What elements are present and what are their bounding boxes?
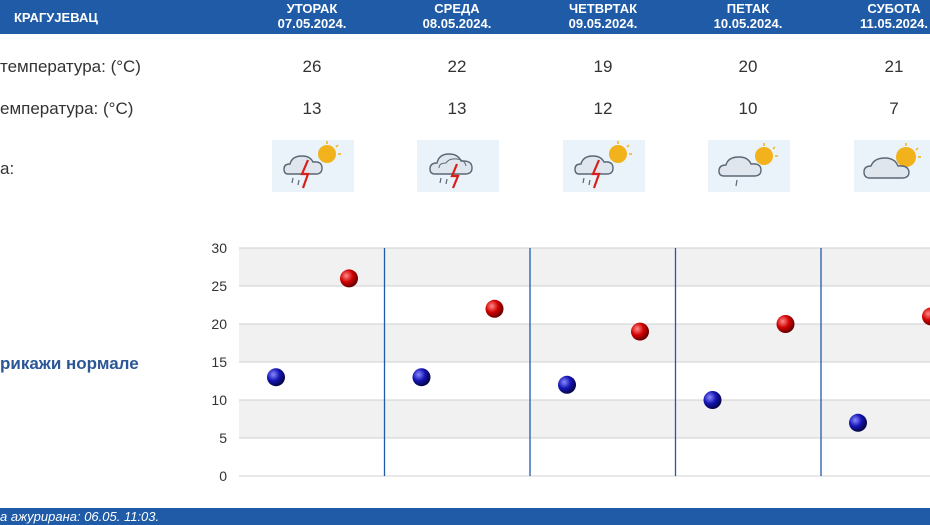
min-temp-point <box>267 368 285 387</box>
max-temp-value: 21 <box>884 57 904 76</box>
max-temp-point <box>631 322 649 341</box>
max-temp-value: 19 <box>593 57 613 76</box>
max-temp-point <box>922 307 930 326</box>
day-name: ЧЕТВРТАК <box>568 1 638 16</box>
day-date: 10.05.2024. <box>713 16 783 31</box>
day-header-1: УТОРАК 07.05.2024. <box>239 1 385 31</box>
min-temp-label: емпература: (°C) <box>0 99 134 118</box>
max-temp-label: температура: (°C) <box>0 57 141 76</box>
day-name: УТОРАК <box>286 1 338 16</box>
grid-band <box>239 400 930 438</box>
cloud-sun-rain-icon <box>708 140 790 192</box>
min-temp-value: 10 <box>738 99 758 118</box>
day-date: 07.05.2024. <box>277 16 347 31</box>
max-temp-value: 26 <box>302 57 322 76</box>
day-header-4: ПЕТАК 10.05.2024. <box>675 1 821 31</box>
day-date: 09.05.2024. <box>568 16 638 31</box>
min-temp-point <box>703 391 722 409</box>
min-temp-point <box>412 368 431 387</box>
day-name: СУБОТА <box>867 1 921 16</box>
min-temp-value: 13 <box>447 99 467 118</box>
day-name: ПЕТАК <box>726 1 770 16</box>
y-tick-label: 10 <box>211 392 227 408</box>
day-header-5: СУБОТА 11.05.2024. <box>821 1 930 31</box>
city-name: КРАГУЈЕВАЦ <box>14 10 98 25</box>
storm-sun-icon <box>272 140 354 192</box>
day-header-3: ЧЕТВРТАК 09.05.2024. <box>530 1 676 31</box>
y-tick-label: 5 <box>219 430 227 446</box>
last-updated: а ажурирана: 06.05. 11:03. <box>0 509 160 524</box>
show-normals-link[interactable]: рикажи нормале <box>0 354 139 373</box>
weather-label: а: <box>0 159 15 178</box>
day-name: СРЕДА <box>434 1 480 16</box>
min-temp-point <box>558 375 576 394</box>
y-tick-label: 30 <box>211 240 227 256</box>
max-temp-point <box>340 269 358 288</box>
y-tick-label: 0 <box>219 468 227 484</box>
max-temp-value: 20 <box>738 57 758 76</box>
min-temp-point <box>849 413 867 432</box>
max-temp-value: 22 <box>447 57 467 76</box>
min-temp-value: 7 <box>889 99 899 118</box>
day-header-2: СРЕДА 08.05.2024. <box>384 1 530 31</box>
grid-band <box>239 324 930 362</box>
footer-bar: а ажурирана: 06.05. 11:03. <box>0 508 930 525</box>
day-date: 11.05.2024. <box>860 16 928 31</box>
grid-band <box>239 248 930 286</box>
storm-icon <box>417 140 499 192</box>
max-temp-point <box>485 299 504 318</box>
max-temp-point <box>776 315 795 333</box>
min-temp-value: 12 <box>593 99 613 118</box>
min-temp-value: 13 <box>302 99 322 118</box>
y-tick-label: 25 <box>211 278 227 294</box>
cloud-sun-icon <box>854 140 930 192</box>
day-date: 08.05.2024. <box>422 16 492 31</box>
y-tick-label: 15 <box>211 354 227 370</box>
y-tick-label: 20 <box>211 316 227 332</box>
storm-sun-icon <box>563 140 645 192</box>
forecast-header: КРАГУЈЕВАЦ УТОРАК 07.05.2024. СРЕДА 08.0… <box>0 0 930 34</box>
